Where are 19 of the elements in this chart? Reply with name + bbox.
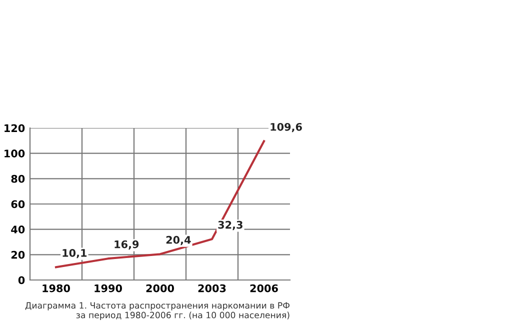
line-series xyxy=(54,140,266,268)
data-label: 32,3 xyxy=(218,220,242,230)
y-tick-label: 120 xyxy=(4,124,25,132)
data-label: 10,1 xyxy=(62,248,87,258)
data-label: 20,4 xyxy=(166,236,191,246)
x-tick-label: 1990 xyxy=(94,284,122,292)
y-tick-label: 80 xyxy=(11,174,25,183)
x-tick-label: 2006 xyxy=(250,284,278,292)
y-tick-label: 60 xyxy=(11,200,25,208)
y-tick-label: 100 xyxy=(4,150,25,158)
text: Диаграмма 1. Частота распространения наркомании в РФ за период 1980-2006 гг. (на 10 000 населения) xyxy=(25,302,290,320)
y-tick-label: 0 xyxy=(18,276,25,284)
x-tick-label: 2003 xyxy=(198,284,226,292)
x-tick-label: 2000 xyxy=(146,284,174,292)
data-label: 16,9 xyxy=(114,240,139,250)
y-tick-label: 20 xyxy=(11,250,25,259)
y-tick-label: 40 xyxy=(11,226,25,234)
data-label: 109,6 xyxy=(270,122,302,132)
x-tick-label: 1980 xyxy=(42,284,70,292)
